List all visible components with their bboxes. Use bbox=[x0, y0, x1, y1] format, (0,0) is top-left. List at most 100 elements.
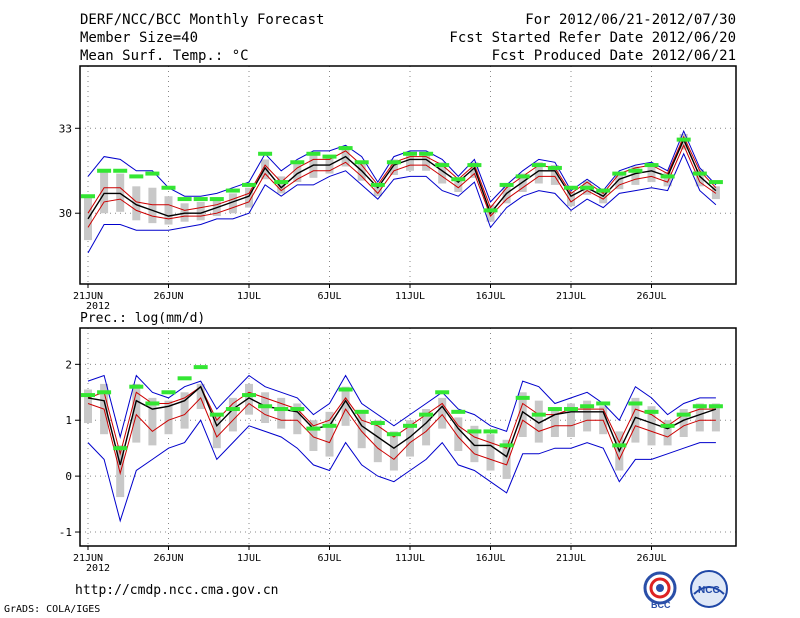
obs-marker bbox=[97, 168, 112, 173]
obs-marker bbox=[274, 407, 289, 412]
obs-marker bbox=[660, 174, 675, 179]
plot-frame bbox=[79, 65, 737, 285]
spread-box bbox=[357, 411, 366, 449]
upper-line bbox=[87, 135, 717, 214]
spread-box bbox=[599, 191, 608, 204]
obs-marker bbox=[692, 404, 707, 409]
obs-marker bbox=[628, 401, 643, 406]
spread-box bbox=[277, 176, 286, 194]
plot-frame bbox=[79, 327, 737, 547]
obs-marker bbox=[242, 393, 256, 398]
obs-marker bbox=[708, 404, 723, 409]
obs-marker bbox=[644, 409, 659, 414]
obs-marker bbox=[370, 421, 385, 426]
spread-box bbox=[261, 159, 270, 180]
obs-marker bbox=[113, 446, 128, 451]
x-tick-label: 21JUL bbox=[556, 553, 586, 564]
y-tick-label: 2 bbox=[65, 358, 72, 371]
obs-marker bbox=[370, 182, 385, 187]
lower-line bbox=[87, 144, 717, 228]
variable-label: Mean Surf. Temp.: °C bbox=[80, 48, 249, 64]
forecast-period: For 2012/06/21-2012/07/30 bbox=[525, 12, 736, 28]
obs-marker bbox=[322, 154, 337, 159]
spread-box bbox=[228, 397, 237, 432]
y-tick-label: 30 bbox=[59, 207, 72, 220]
obs-marker bbox=[274, 180, 289, 185]
obs-marker bbox=[129, 174, 144, 179]
y-tick-label: 0 bbox=[65, 470, 72, 483]
obs-marker bbox=[129, 384, 144, 389]
x-tick-label: 16JUL bbox=[475, 553, 505, 564]
obs-marker bbox=[531, 163, 546, 168]
spread-box bbox=[631, 166, 640, 185]
grads-credit: GrADS: COLA/IGES bbox=[4, 604, 101, 615]
obs-marker bbox=[81, 393, 95, 398]
obs-marker bbox=[483, 208, 498, 213]
max-line bbox=[87, 374, 716, 439]
obs-marker bbox=[386, 160, 401, 165]
obs-marker bbox=[403, 151, 417, 156]
obs-marker bbox=[435, 390, 450, 395]
obs-marker bbox=[225, 407, 240, 412]
obs-marker bbox=[435, 163, 450, 168]
spread-box bbox=[534, 162, 543, 184]
start-date: Fcst Started Refer Date 2012/06/20 bbox=[449, 30, 736, 46]
spread-box bbox=[470, 425, 479, 463]
obs-marker bbox=[708, 180, 723, 185]
obs-marker bbox=[113, 168, 128, 173]
obs-marker bbox=[483, 429, 498, 434]
x-tick-label: 16JUL bbox=[475, 291, 505, 302]
obs-marker bbox=[644, 163, 659, 168]
spread-box bbox=[148, 187, 157, 224]
spread-box bbox=[406, 153, 414, 171]
obs-marker bbox=[612, 171, 627, 176]
spread-box bbox=[454, 417, 463, 451]
obs-marker bbox=[499, 443, 514, 448]
obs-marker bbox=[193, 197, 208, 202]
spread-box bbox=[470, 162, 479, 178]
spread-box bbox=[695, 169, 704, 187]
mean-line bbox=[87, 385, 717, 466]
chart-title: DERF/NCC/BCC Monthly Forecast bbox=[80, 12, 325, 28]
spread-box bbox=[245, 383, 253, 415]
bcc-logo: BCC bbox=[643, 571, 677, 610]
year-label: 2012 bbox=[86, 301, 110, 312]
lower-line bbox=[87, 397, 716, 476]
obs-marker bbox=[596, 401, 611, 406]
spread-box bbox=[534, 400, 543, 443]
obs-marker bbox=[547, 165, 562, 170]
spread-box bbox=[438, 397, 447, 429]
spread-box bbox=[228, 193, 237, 214]
source-url[interactable]: http://cmdp.ncc.cma.gov.cn bbox=[75, 583, 279, 598]
spread-box bbox=[567, 191, 575, 207]
spread-box bbox=[679, 409, 688, 437]
x-tick-label: 26JUN bbox=[153, 553, 183, 564]
spread-box bbox=[84, 194, 92, 241]
spread-box bbox=[196, 201, 205, 221]
obs-marker bbox=[161, 390, 176, 395]
spread-box bbox=[309, 155, 318, 178]
spread-box bbox=[647, 163, 656, 183]
spread-box bbox=[663, 420, 672, 446]
obs-marker bbox=[531, 412, 546, 417]
y-tick-label: 1 bbox=[65, 414, 72, 427]
obs-marker bbox=[676, 412, 691, 417]
min-line bbox=[87, 152, 717, 254]
obs-marker bbox=[580, 404, 595, 409]
obs-marker bbox=[499, 182, 514, 187]
obs-marker bbox=[145, 171, 160, 176]
spread-box bbox=[647, 406, 656, 446]
spread-box bbox=[180, 392, 189, 429]
obs-marker bbox=[242, 182, 256, 187]
obs-marker bbox=[145, 401, 160, 406]
spread-box bbox=[116, 445, 125, 498]
spread-box bbox=[116, 173, 125, 212]
spread-box bbox=[389, 431, 398, 471]
spread-box bbox=[438, 162, 447, 184]
obs-marker bbox=[306, 426, 321, 431]
x-tick-label: 26JUN bbox=[153, 291, 183, 302]
x-tick-label: 21JUN bbox=[73, 553, 103, 564]
spread-box bbox=[631, 397, 640, 443]
obs-marker bbox=[258, 151, 273, 156]
obs-marker bbox=[515, 174, 530, 179]
